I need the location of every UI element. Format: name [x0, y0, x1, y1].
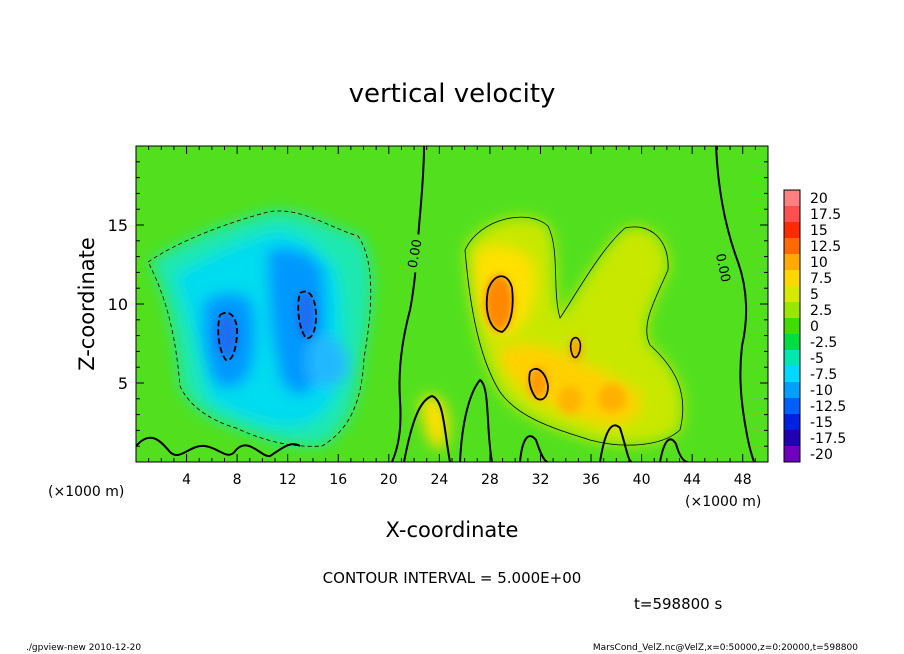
colorbar-label: 17.5 — [810, 207, 841, 223]
footer-right: MarsCond_VelZ.nc@VelZ,x=0:50000,z=0:2000… — [593, 643, 858, 653]
colorbar-swatch — [784, 430, 800, 446]
zero-contour-label: 0.00 — [406, 238, 426, 269]
colorbar-label: 10 — [810, 255, 828, 271]
positive-contour-core-3 — [569, 336, 582, 359]
colorbar: 2017.51512.5107.552.50-2.5-5-7.5-10-12.5… — [783, 189, 846, 463]
updraft-cores — [485, 275, 626, 414]
colorbar-label: -12.5 — [810, 399, 846, 415]
colorbar-label: 0 — [810, 319, 819, 335]
y-axis: 5 10 15 — [108, 161, 768, 447]
colorbar-frame — [783, 189, 801, 463]
zero-label-gap — [407, 234, 422, 273]
zero-label-gap — [716, 248, 731, 287]
colorbar-swatch — [784, 270, 800, 286]
plot-area: 0.00 0.00 — [136, 146, 768, 462]
positive-contour-core-1 — [485, 275, 514, 333]
colorbar-label: -20 — [810, 447, 833, 463]
x-tick-label: 4 — [182, 472, 191, 488]
x-tick-label: 8 — [233, 472, 242, 488]
x-axis: 4 8 12 16 20 24 28 32 36 40 44 48 — [148, 146, 756, 488]
zero-contour-label: 0.00 — [712, 252, 733, 283]
colorbar-swatch — [784, 334, 800, 350]
x-tick-label: 40 — [633, 472, 651, 488]
time-text: t=598800 s — [634, 595, 722, 613]
x-tick-label: 12 — [279, 472, 297, 488]
x-tick-label: 24 — [430, 472, 448, 488]
zero-contour-labels: 0.00 0.00 — [406, 234, 733, 287]
y-axis-label: Z-coordinate — [75, 237, 99, 371]
colorbar-label: -15 — [810, 415, 833, 431]
colorbar-swatch — [784, 222, 800, 238]
chart-title: vertical velocity — [349, 79, 556, 109]
colorbar-swatch — [784, 238, 800, 254]
colorbar-label: -5 — [810, 351, 824, 367]
colorbar-label: 2.5 — [810, 303, 832, 319]
positive-contour-outer — [464, 216, 684, 446]
colorbar-label: 5 — [810, 287, 819, 303]
x-unit-right: (×1000 m) — [685, 494, 761, 510]
colorbar-swatch — [784, 366, 800, 382]
x-unit-left: (×1000 m) — [48, 484, 124, 500]
colorbar-label: 12.5 — [810, 239, 841, 255]
y-tick-label: 10 — [108, 295, 128, 314]
negative-contour-core-1 — [217, 311, 238, 362]
colorbar-label: -17.5 — [810, 431, 846, 447]
contour-interval-text: CONTOUR INTERVAL = 5.000E+00 — [323, 569, 582, 587]
colorbar-swatch — [784, 190, 800, 206]
footer-left: ./gpview-new 2010-12-20 — [26, 643, 141, 653]
negative-contour-outer — [147, 210, 372, 447]
x-axis-label: X-coordinate — [386, 518, 519, 542]
contour-lines — [136, 146, 755, 462]
colorbar-swatch — [784, 398, 800, 414]
x-tick-label: 16 — [329, 472, 347, 488]
colorbar-swatch — [784, 318, 800, 334]
colorbar-swatch — [784, 286, 800, 302]
colorbar-swatch — [784, 206, 800, 222]
y-tick-label: 5 — [118, 374, 128, 393]
zero-contour-left — [391, 146, 425, 462]
downdraft-cores — [216, 291, 315, 357]
negative-contour-core-2 — [297, 290, 317, 340]
colorbar-swatch — [784, 302, 800, 318]
colorbar-swatch — [784, 414, 800, 430]
x-tick-label: 20 — [380, 472, 398, 488]
x-tick-label: 28 — [481, 472, 499, 488]
x-tick-label: 36 — [582, 472, 600, 488]
positive-contour-core-2 — [528, 367, 549, 401]
colorbar-label: -2.5 — [810, 335, 837, 351]
colorbar-swatch — [784, 254, 800, 270]
zero-contour-right — [715, 146, 755, 462]
colorbar-swatch — [784, 382, 800, 398]
colorbar-label: -10 — [810, 383, 833, 399]
x-tick-label: 32 — [532, 472, 550, 488]
colorbar-label: 15 — [810, 223, 828, 239]
colorbar-swatch — [784, 446, 800, 462]
colorbar-label: 20 — [810, 191, 828, 207]
downdraft-region — [150, 210, 372, 447]
y-tick-label: 15 — [108, 216, 128, 235]
x-tick-label: 44 — [683, 472, 701, 488]
x-tick-label: 48 — [734, 472, 752, 488]
zero-contour-bottom — [136, 378, 689, 462]
colorbar-label: -7.5 — [810, 367, 837, 383]
colorbar-swatch — [784, 350, 800, 366]
colorbar-label: 7.5 — [810, 271, 832, 287]
